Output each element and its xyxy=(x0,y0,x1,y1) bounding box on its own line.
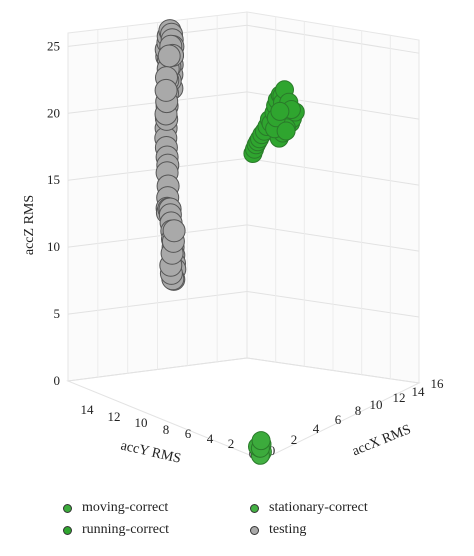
x-tick-label: 14 xyxy=(412,384,426,399)
point-moving-correct xyxy=(251,431,271,451)
point-testing xyxy=(162,219,186,243)
y-tick-label: 10 xyxy=(135,415,148,430)
x-tick-label: 4 xyxy=(313,421,320,436)
z-tick-label: 15 xyxy=(47,172,60,187)
x-tick-label: 8 xyxy=(355,403,362,418)
z-tick-label: 0 xyxy=(54,373,61,388)
tick-labels: 0510152025246810121402468101214160 xyxy=(47,38,444,461)
point-running-correct xyxy=(276,121,296,141)
y-tick-label: 8 xyxy=(163,422,170,437)
z-axis-title: accZ RMS xyxy=(22,195,37,255)
series-testing xyxy=(154,19,187,291)
series-moving-correct xyxy=(248,431,272,458)
z-tick-label: 5 xyxy=(54,306,61,321)
y-tick-label: 4 xyxy=(207,431,214,446)
point-testing xyxy=(154,78,178,102)
series-running-correct xyxy=(243,80,305,163)
z-tick-label: 20 xyxy=(47,105,60,120)
x-tick-label: 10 xyxy=(370,397,383,412)
y-tick-label: 12 xyxy=(108,409,121,424)
y-tick-label: 2 xyxy=(228,436,235,451)
x-tick-label: 0 xyxy=(269,443,276,458)
point-testing xyxy=(157,44,181,68)
grid-lines xyxy=(67,15,420,384)
point-running-correct xyxy=(270,101,290,121)
x-tick-label: 6 xyxy=(335,412,342,427)
x-axis-title: accX RMS xyxy=(350,422,413,459)
x-tick-label: 16 xyxy=(431,376,445,391)
z-tick-label: 25 xyxy=(47,38,60,53)
y-axis-title: accY RMS xyxy=(119,438,182,466)
x-tick-label: 12 xyxy=(393,390,406,405)
z-tick-label: 10 xyxy=(47,239,60,254)
y-tick-label: 6 xyxy=(185,426,192,441)
data-points xyxy=(154,19,305,465)
x-tick-label: 2 xyxy=(291,432,298,447)
y-tick-label: 14 xyxy=(81,402,95,417)
axis-panes xyxy=(66,11,421,461)
